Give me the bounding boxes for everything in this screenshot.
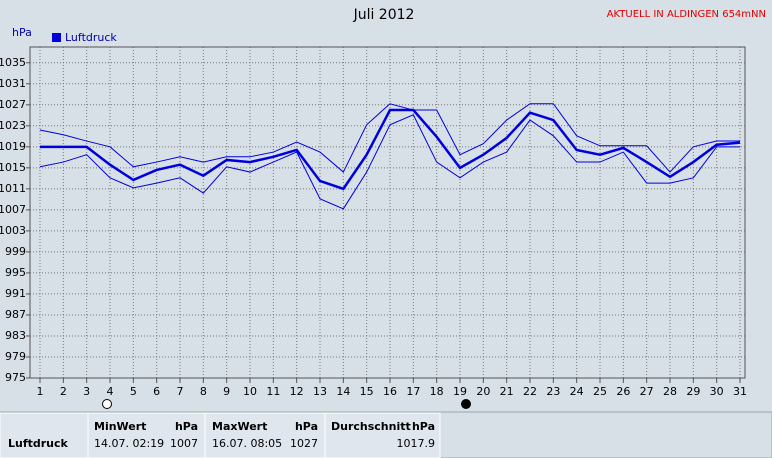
- x-tick-label: 27: [640, 385, 654, 398]
- table-header: hPa: [412, 420, 435, 433]
- x-tick-label: 11: [266, 385, 280, 398]
- x-tick-label: 13: [313, 385, 327, 398]
- x-tick-label: 3: [83, 385, 90, 398]
- table-header: MinWert: [94, 420, 146, 433]
- moon-full: [102, 399, 112, 409]
- legend-label: Luftdruck: [65, 31, 117, 44]
- table-cell-text: Luftdruck: [8, 437, 69, 450]
- table-header: hPa: [295, 420, 318, 433]
- stats-table: MinWert hPa MaxWert hPa Durchschnitt hPaLuftd…: [0, 411, 772, 458]
- y-tick-label: 1011: [0, 182, 26, 195]
- table-cell-text: 16.07. 08:05: [212, 437, 282, 450]
- series-line: [40, 108, 741, 191]
- x-tick-label: 30: [710, 385, 724, 398]
- y-tick-label: 995: [5, 266, 26, 279]
- x-tick-label: 6: [153, 385, 160, 398]
- x-tick-label: 12: [290, 385, 304, 398]
- x-tick-label: 19: [453, 385, 467, 398]
- x-tick-label: 4: [107, 385, 114, 398]
- y-tick-label: 999: [5, 245, 26, 258]
- moon-new: [461, 399, 471, 409]
- y-tick-label: 987: [5, 308, 26, 321]
- x-tick-label: 26: [616, 385, 630, 398]
- table-cell-text: 1027: [290, 437, 318, 450]
- x-tick-label: 20: [476, 385, 490, 398]
- table-cell: [324, 412, 441, 458]
- table-header: MaxWert: [212, 420, 267, 433]
- table-cell-text: 1017.9: [397, 437, 436, 450]
- y-tick-label: 1031: [0, 77, 26, 90]
- x-tick-label: 16: [383, 385, 397, 398]
- y-tick-label: 991: [5, 287, 26, 300]
- y-tick-label: 1019: [0, 140, 26, 153]
- x-tick-label: 22: [523, 385, 537, 398]
- table-cell: [0, 412, 89, 458]
- table-cell-text: 1007: [170, 437, 198, 450]
- x-tick-label: 14: [336, 385, 350, 398]
- x-tick-label: 29: [686, 385, 700, 398]
- x-tick-label: 18: [430, 385, 444, 398]
- x-tick-label: 28: [663, 385, 677, 398]
- x-tick-label: 9: [223, 385, 230, 398]
- x-tick-label: 2: [60, 385, 67, 398]
- x-tick-label: 23: [546, 385, 560, 398]
- table-cell-text: 14.07. 02:19: [94, 437, 164, 450]
- chart-title: Juli 2012: [353, 7, 415, 23]
- series-line: [39, 103, 740, 173]
- y-tick-label: 983: [5, 329, 26, 342]
- plot: [30, 47, 745, 379]
- x-tick-label: 5: [130, 385, 137, 398]
- y-tick-label: 1015: [0, 161, 26, 174]
- x-tick-label: 7: [177, 385, 184, 398]
- x-tick-label: 24: [570, 385, 584, 398]
- subtitle: AKTUELL IN ALDINGEN 654mNN: [607, 9, 766, 20]
- y-tick-label: 1035: [0, 56, 26, 69]
- x-tick-label: 15: [360, 385, 374, 398]
- y-tick-label: 975: [5, 371, 26, 384]
- y-tick-label: 1027: [0, 98, 26, 111]
- x-tick-label: 25: [593, 385, 607, 398]
- x-tick-label: 10: [243, 385, 257, 398]
- x-tick-label: 8: [200, 385, 207, 398]
- table-cell: [87, 412, 206, 458]
- series-line: [39, 114, 740, 210]
- y-axis-label: hPa: [12, 26, 32, 39]
- legend-swatch: [52, 33, 61, 42]
- table-cell: [204, 412, 326, 458]
- x-tick-label: 31: [733, 385, 747, 398]
- table-header: hPa: [175, 420, 198, 433]
- table-header: Durchschnitt: [331, 420, 411, 433]
- y-tick-label: 1007: [0, 203, 26, 216]
- y-tick-label: 979: [5, 350, 26, 363]
- y-tick-label: 1023: [0, 119, 26, 132]
- y-tick-label: 1003: [0, 224, 26, 237]
- plot-frame: [29, 46, 746, 379]
- x-tick-label: 21: [500, 385, 514, 398]
- x-tick-label: 1: [37, 385, 44, 398]
- x-tick-label: 17: [406, 385, 420, 398]
